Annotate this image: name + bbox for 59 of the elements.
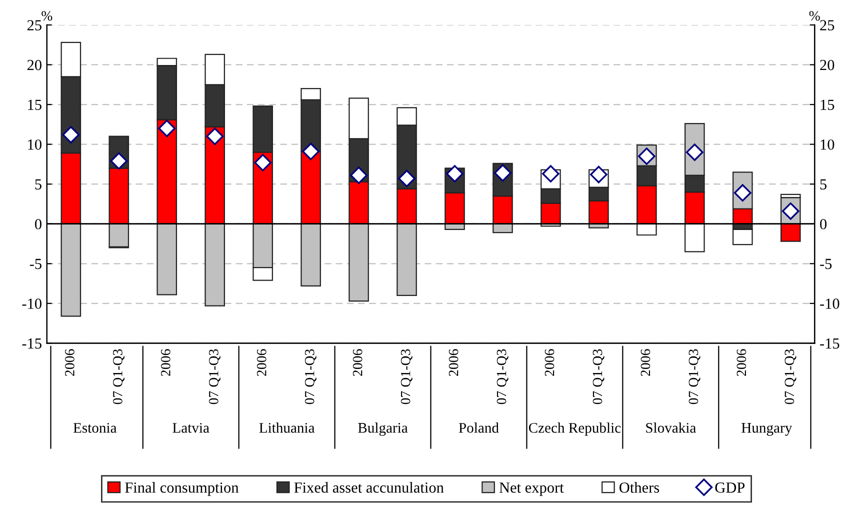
text: Czech Republic: [528, 422, 621, 436]
x-tick-label: 2006: [448, 349, 458, 376]
text: Hungary: [742, 423, 792, 436]
x-tick-label: 2006: [65, 349, 74, 376]
x-tick-label: 07 Q1-Q3: [304, 349, 316, 404]
y-tick-label: -5: [30, 258, 42, 270]
y2-tick-label: -5: [820, 258, 832, 270]
point: [398, 170, 416, 188]
text: Bulgaria: [358, 422, 408, 436]
legend-label: Net export: [499, 482, 564, 496]
legend-label: GDP: [715, 482, 745, 493]
y2-tick-label: 5: [820, 179, 827, 190]
x-tick-label: 2006: [544, 349, 554, 376]
y-tick-label: 5: [35, 179, 42, 190]
text: Poland: [458, 422, 499, 433]
y2-tick-label: 10: [820, 139, 834, 150]
point: [302, 142, 320, 160]
text: Lithuania: [259, 422, 315, 433]
point: [254, 154, 272, 172]
y2-tick-label: -15: [820, 338, 840, 349]
y-axis-title: %: [42, 11, 52, 21]
text: Slovakia: [646, 422, 696, 433]
x-tick-label: 07 Q1-Q3: [208, 349, 220, 404]
y-tick-label: 20: [27, 60, 42, 70]
y2-tick-label: 20: [820, 60, 834, 70]
x-tick-label: 07 Q1-Q3: [112, 349, 124, 404]
point: [542, 165, 560, 182]
y-tick-label: 25: [27, 20, 42, 30]
y2-tick-label: 15: [820, 100, 834, 110]
y2-axis-title: %: [809, 11, 820, 21]
x-tick-label: 07 Q1-Q3: [400, 349, 412, 404]
legend-label: Final consumption: [125, 482, 239, 496]
y-tick-label: -15: [22, 338, 42, 349]
x-tick-label: 07 Q1-Q3: [496, 349, 508, 404]
legend-label: Fixed asset accunulation: [294, 482, 444, 493]
text: Estonia: [73, 422, 117, 433]
point: [206, 128, 224, 146]
y-tick-label: -10: [22, 298, 42, 309]
bar: [732, 228, 753, 246]
y2-tick-label: -10: [820, 298, 840, 309]
point: [62, 126, 80, 144]
text: Latvia: [172, 422, 210, 433]
y-tick-label: 0: [34, 219, 42, 230]
x-tick-label: 2006: [256, 349, 266, 376]
legend-label: Others: [620, 482, 660, 493]
x-tick-label: 2006: [352, 349, 362, 376]
x-tick-label: 2006: [160, 349, 170, 376]
x-tick-label: 07 Q1-Q3: [592, 349, 604, 404]
y2-tick-label: 25: [820, 20, 834, 30]
x-tick-label: 2006: [640, 349, 650, 376]
y-tick-label: 10: [28, 139, 42, 150]
x-tick-label: 2006: [736, 349, 746, 376]
y-tick-label: 15: [28, 100, 42, 110]
x-tick-label: 07 Q1-Q3: [784, 349, 796, 404]
point: [350, 166, 368, 184]
x-tick-label: 07 Q1-Q3: [688, 349, 700, 404]
y2-tick-label: 0: [820, 219, 827, 230]
point: [590, 166, 608, 184]
point: [158, 120, 176, 138]
